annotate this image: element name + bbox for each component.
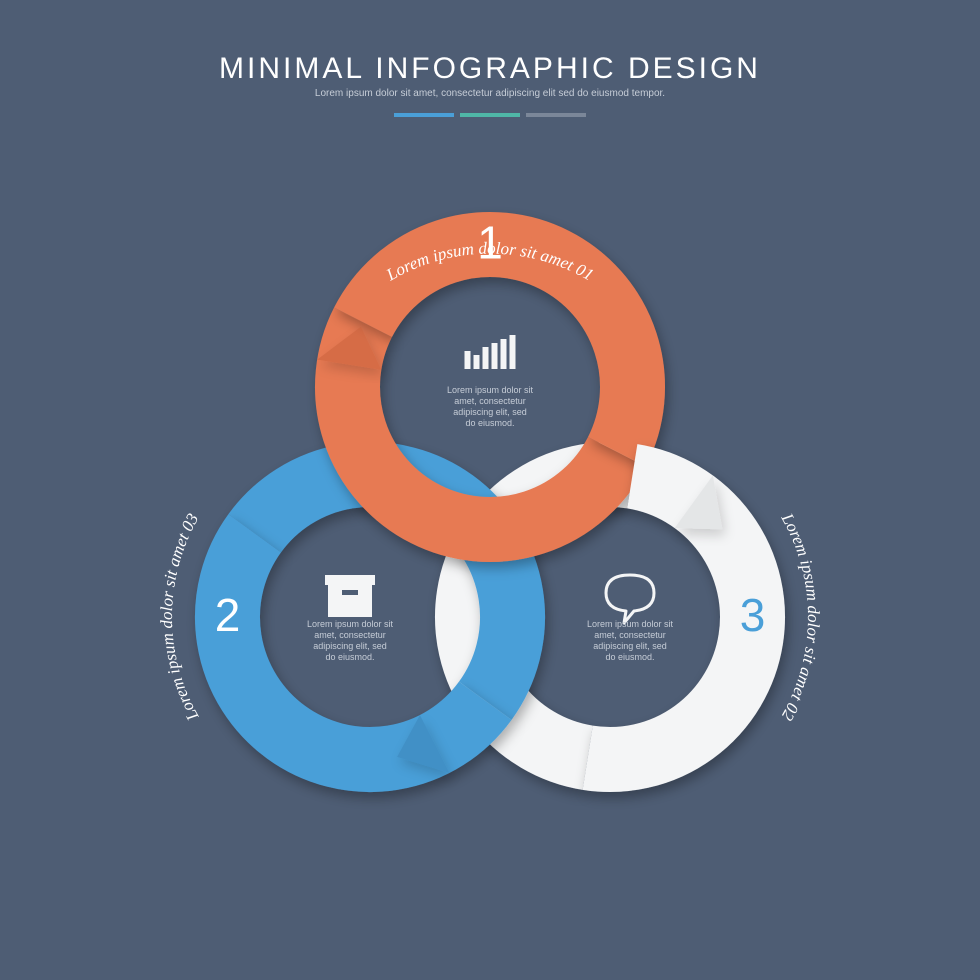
ring-2-description: Lorem ipsum dolor sitamet, consecteturad… bbox=[307, 619, 394, 662]
ring-diagram: Lorem ipsum dolor sitamet, consecteturad… bbox=[0, 0, 980, 980]
infographic-stage: MINIMAL INFOGRAPHIC DESIGN Lorem ipsum d… bbox=[0, 0, 980, 980]
bar-chart-icon bbox=[465, 335, 516, 369]
ring-3-description: Lorem ipsum dolor sitamet, consecteturad… bbox=[587, 619, 674, 662]
ring-1-description: Lorem ipsum dolor sitamet, consecteturad… bbox=[447, 385, 534, 428]
ring-3-number: 3 bbox=[740, 589, 766, 641]
archive-box-icon bbox=[325, 575, 375, 617]
ring-3-front bbox=[588, 476, 753, 759]
ring-2-number: 2 bbox=[215, 589, 241, 641]
speech-bubble-icon bbox=[606, 575, 654, 623]
